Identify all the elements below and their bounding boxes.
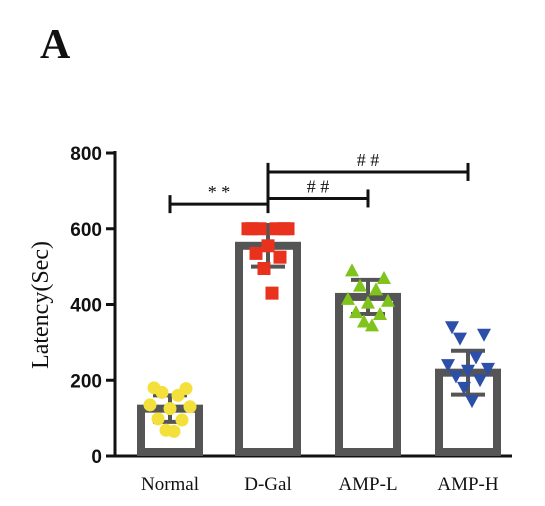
y-tick-label: 400 xyxy=(70,296,102,317)
data-point xyxy=(163,402,177,416)
data-point xyxy=(171,388,185,402)
data-point xyxy=(365,318,379,332)
data-point xyxy=(473,374,487,388)
significance-label: # # xyxy=(307,176,330,196)
data-point xyxy=(353,278,367,292)
data-point xyxy=(261,239,275,253)
data-point xyxy=(357,314,371,328)
data-point xyxy=(265,286,279,300)
significance-brackets: * * # # # # xyxy=(168,150,470,214)
data-point xyxy=(241,222,255,236)
bar xyxy=(335,292,401,456)
data-point xyxy=(269,222,283,236)
data-point xyxy=(167,424,181,438)
x-tick-label: Normal xyxy=(141,474,199,495)
data-point xyxy=(369,282,383,296)
data-point xyxy=(457,381,471,395)
data-point xyxy=(143,398,157,412)
data-point xyxy=(465,395,479,409)
data-point xyxy=(273,250,287,264)
x-tick-label: D-Gal xyxy=(244,474,291,495)
data-point xyxy=(341,291,355,305)
data-point xyxy=(381,293,395,307)
significance-label: * * xyxy=(208,182,231,202)
data-point xyxy=(461,364,475,378)
bars xyxy=(137,241,501,456)
data-point xyxy=(373,306,387,320)
data-point xyxy=(469,351,483,365)
x-tick-label: AMP-L xyxy=(338,474,397,495)
data-point xyxy=(183,400,197,414)
panel-label: A xyxy=(40,22,71,68)
y-axis-label: Latency(Sec) xyxy=(28,241,54,369)
data-point xyxy=(345,263,359,277)
data-point xyxy=(249,246,263,260)
axes: 0 200 400 600 800 Normal D-Gal AMP-L AMP-H xyxy=(70,144,512,495)
data-point xyxy=(281,222,295,236)
data-point xyxy=(257,262,271,276)
data-point xyxy=(441,359,455,373)
y-tick-label: 600 xyxy=(70,220,102,241)
data-points xyxy=(143,222,495,438)
data-point xyxy=(449,370,463,384)
y-tick-label: 0 xyxy=(91,447,102,468)
data-point xyxy=(151,412,165,426)
data-point xyxy=(453,332,467,346)
data-point xyxy=(155,385,169,399)
data-point xyxy=(349,305,363,319)
data-point xyxy=(477,328,491,342)
x-tick-label: AMP-H xyxy=(437,474,499,495)
y-tick-label: 800 xyxy=(70,144,102,165)
data-point xyxy=(445,321,459,335)
bar xyxy=(235,241,301,456)
data-point xyxy=(481,362,495,376)
data-point xyxy=(361,295,375,309)
data-point xyxy=(377,270,391,284)
significance-label: # # xyxy=(357,150,380,170)
y-tick-label: 200 xyxy=(70,371,102,392)
data-point xyxy=(253,222,267,236)
data-point xyxy=(175,413,189,427)
